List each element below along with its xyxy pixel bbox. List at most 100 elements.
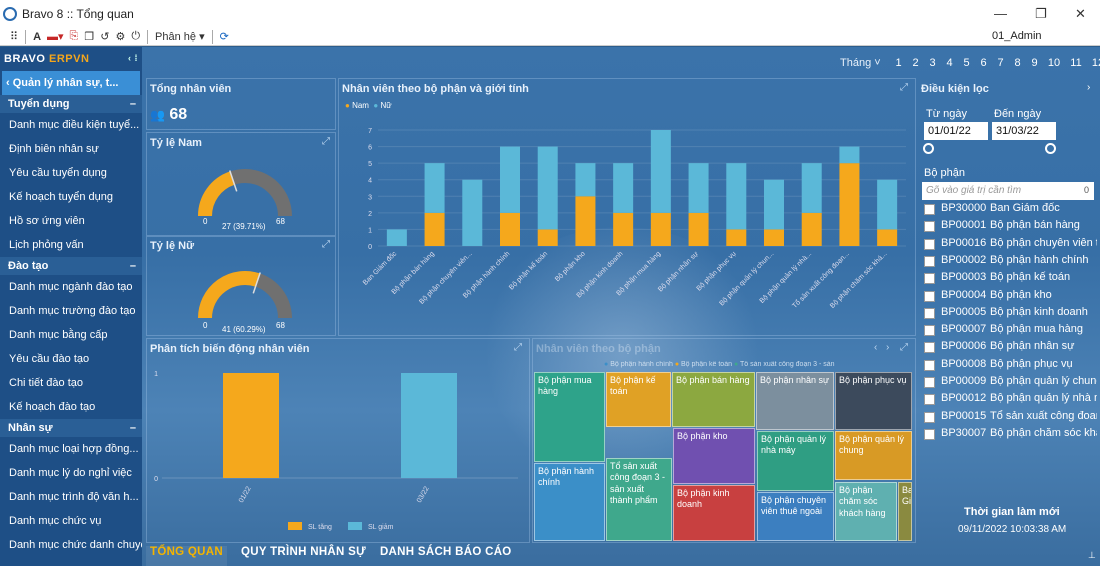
- dept-filter-row[interactable]: BP00009 Bộ phận quản lý chung: [941, 375, 1097, 387]
- dept-search-input[interactable]: Gõ vào giá trị cần tìm: [922, 182, 1094, 200]
- dept-checkbox[interactable]: [924, 377, 935, 388]
- sidebar-item[interactable]: Danh mục bằng cấp: [9, 329, 108, 341]
- sidebar-item[interactable]: Định biên nhân sự: [9, 143, 99, 155]
- sidebar-item[interactable]: Kế hoạch đào tạo: [9, 401, 96, 413]
- bar-Nữ[interactable]: [500, 146, 520, 213]
- treemap-cell[interactable]: Bộ phận hành chính: [534, 463, 605, 541]
- treemap-cell[interactable]: Bộ phận phục vụ: [835, 372, 912, 430]
- month-item[interactable]: 2: [912, 57, 919, 69]
- range-handle-start[interactable]: [923, 143, 934, 154]
- expand-icon[interactable]: ⤢: [322, 136, 330, 147]
- bar-Nữ[interactable]: [801, 163, 822, 213]
- close-button[interactable]: ✕: [1075, 6, 1086, 21]
- month-item[interactable]: 11: [1070, 57, 1082, 69]
- dept-checkbox[interactable]: [924, 204, 935, 215]
- treemap-cell[interactable]: Bộ phận bán hàng: [672, 372, 755, 427]
- minimize-button[interactable]: —: [994, 6, 1007, 21]
- bar-Nam[interactable]: [877, 229, 898, 246]
- dept-checkbox[interactable]: [924, 342, 935, 354]
- sidebar-item[interactable]: Danh mục điều kiện tuyể...: [9, 119, 140, 131]
- bar-Nam[interactable]: [726, 229, 747, 246]
- dept-filter-row[interactable]: BP00003 Bộ phận kế toán: [941, 271, 1097, 283]
- bar-Nữ[interactable]: [575, 163, 596, 197]
- pin-icon[interactable]: ⊥: [1088, 550, 1096, 560]
- bar-Nam[interactable]: [764, 229, 784, 246]
- collapse-icon[interactable]: –: [129, 98, 136, 110]
- dept-filter-row[interactable]: BP00001 Bộ phận bán hàng: [941, 219, 1097, 231]
- dept-filter-row[interactable]: BP30000 Ban Giám đốc: [941, 202, 1097, 214]
- dept-filter-row[interactable]: BP00006 Bộ phận nhân sự: [941, 340, 1097, 352]
- sidebar-item[interactable]: Danh mục ngành đào tạo: [9, 281, 133, 293]
- module-menu-button[interactable]: Phân hệ ▾: [155, 31, 205, 43]
- treemap-cell[interactable]: Bộ phận kho: [673, 428, 755, 484]
- treemap-cell[interactable]: Bộ phận quản lý chung: [835, 431, 912, 480]
- month-item[interactable]: 5: [963, 57, 970, 69]
- bar-Nữ[interactable]: [424, 163, 445, 213]
- dept-checkbox[interactable]: [924, 325, 935, 337]
- treemap-cell[interactable]: Bộ phận quản lý nhà máy: [757, 431, 834, 491]
- bar-Nữ[interactable]: [613, 163, 634, 213]
- dept-filter-row[interactable]: BP00012 Bộ phận quản lý nhà m: [941, 392, 1097, 404]
- tab-hr-process[interactable]: QUY TRÌNH NHÂN SỰ: [240, 546, 366, 558]
- dept-filter-row[interactable]: BP30007 Bộ phận chăm sóc khá: [941, 427, 1097, 439]
- dept-checkbox[interactable]: [924, 273, 935, 285]
- bar-Nữ[interactable]: [877, 179, 898, 230]
- dept-checkbox[interactable]: [924, 238, 935, 250]
- bar-Nữ[interactable]: [462, 179, 483, 246]
- dept-checkbox[interactable]: [924, 255, 935, 267]
- month-item[interactable]: 10: [1047, 57, 1061, 69]
- collapse-icon[interactable]: –: [129, 260, 136, 272]
- power-icon[interactable]: ⏻: [131, 30, 141, 42]
- pdf-icon[interactable]: ⎘: [69, 30, 79, 42]
- bar-SL tăng[interactable]: [223, 373, 279, 478]
- treemap-cell[interactable]: Bộ phận mua hàng: [534, 372, 605, 462]
- sidebar-item[interactable]: Chi tiết đào tạo: [9, 377, 83, 389]
- month-item[interactable]: 1: [895, 57, 902, 69]
- dept-checkbox[interactable]: [924, 359, 935, 371]
- treemap-cell[interactable]: Ban Giám: [898, 482, 912, 541]
- refresh-icon[interactable]: ⟳: [219, 31, 229, 43]
- month-label[interactable]: Tháng ˅: [840, 57, 881, 69]
- chevron-right-icon[interactable]: ›: [1087, 82, 1091, 93]
- bar-Nam[interactable]: [613, 212, 634, 246]
- month-item[interactable]: 7: [997, 57, 1004, 69]
- font-icon[interactable]: A: [33, 30, 42, 43]
- dept-filter-row[interactable]: BP00002 Bộ phận hành chính: [941, 254, 1097, 266]
- sidebar-item[interactable]: Danh mục lý do nghỉ việc: [9, 467, 132, 479]
- dept-filter-row[interactable]: BP00016 Bộ phận chuyên viên th: [941, 237, 1097, 249]
- bar-Nam[interactable]: [688, 212, 709, 246]
- bar-Nữ[interactable]: [386, 229, 407, 246]
- sidebar-item[interactable]: Yêu cầu đào tạo: [9, 353, 90, 365]
- expand-icon[interactable]: ⤢: [900, 82, 908, 93]
- month-item[interactable]: 12: [1091, 57, 1100, 69]
- bar-Nam[interactable]: [424, 212, 445, 246]
- sidebar-item[interactable]: Danh mục chức danh chuyên...: [9, 539, 142, 551]
- copy-icon[interactable]: ❐: [84, 31, 95, 43]
- month-item[interactable]: 6: [980, 57, 987, 69]
- flag-icon[interactable]: ▬▾: [47, 31, 64, 43]
- bar-Nam[interactable]: [537, 229, 558, 246]
- sidebar-group-header[interactable]: Đào tạo –: [0, 257, 142, 275]
- sidebar-item[interactable]: Danh mục loại hợp đồng...: [9, 443, 139, 455]
- bar-Nữ[interactable]: [650, 130, 671, 213]
- dept-filter-row[interactable]: BP00007 Bộ phận mua hàng: [941, 323, 1097, 335]
- sidebar-item[interactable]: Lịch phỏng vấn: [9, 239, 84, 251]
- dept-checkbox[interactable]: [924, 428, 935, 440]
- bar-Nam[interactable]: [839, 163, 860, 246]
- treemap-cell[interactable]: Bộ phận chuyên viên thuê ngoài: [757, 492, 834, 541]
- expand-icon[interactable]: ⤢: [322, 239, 330, 250]
- from-date-input[interactable]: 01/01/22: [924, 122, 988, 140]
- sidebar-item[interactable]: Danh mục trình độ văn h...: [9, 491, 139, 503]
- bar-Nữ[interactable]: [537, 146, 558, 230]
- bar-Nữ[interactable]: [764, 179, 784, 230]
- dept-filter-row[interactable]: BP00004 Bộ phận kho: [941, 289, 1097, 301]
- next-icon[interactable]: ›: [886, 342, 890, 353]
- sidebar-group-header[interactable]: Tuyển dụng –: [0, 95, 142, 113]
- collapse-icon[interactable]: ‹ ⁞: [128, 53, 138, 63]
- treemap-cell[interactable]: Tổ sản xuất công đoạn 3 - sản xuất thành…: [606, 458, 672, 541]
- history-icon[interactable]: ↺: [100, 31, 110, 43]
- dept-filter-row[interactable]: BP00005 Bộ phận kinh doanh: [941, 306, 1097, 318]
- dept-checkbox[interactable]: [924, 307, 935, 319]
- treemap-cell[interactable]: Bộ phận kinh doanh: [673, 485, 755, 541]
- dept-checkbox[interactable]: [924, 411, 935, 423]
